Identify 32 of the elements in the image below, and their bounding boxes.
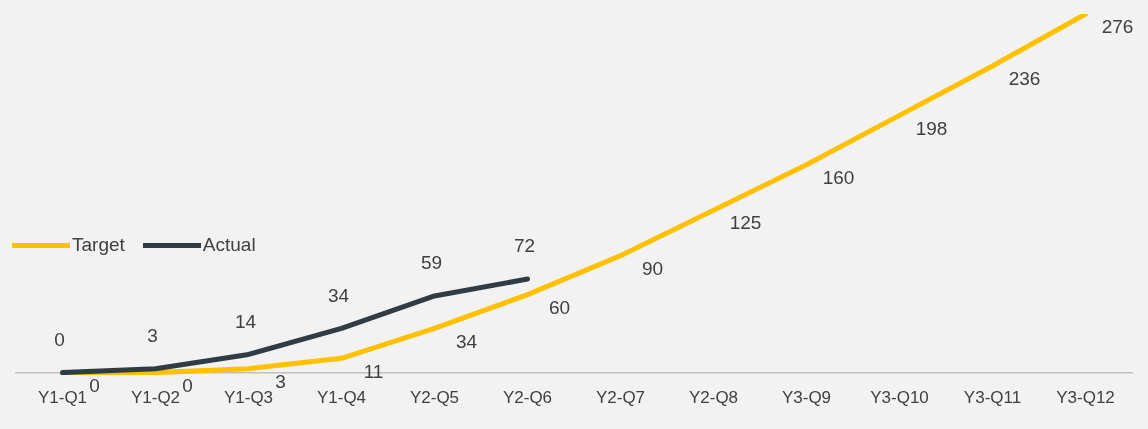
data-label: 14 bbox=[234, 310, 257, 332]
data-label: 34 bbox=[455, 330, 478, 352]
legend-label: Actual bbox=[202, 234, 256, 256]
x-tick-label: Y1-Q3 bbox=[223, 388, 274, 408]
x-tick-label: Y3-Q10 bbox=[870, 388, 929, 408]
x-tick-label: Y2-Q7 bbox=[595, 388, 646, 408]
x-tick-label: Y3-Q11 bbox=[963, 388, 1022, 408]
data-label: 3 bbox=[147, 324, 158, 346]
data-label: 160 bbox=[822, 166, 855, 188]
data-label: 0 bbox=[89, 374, 100, 396]
legend-label: Target bbox=[72, 234, 125, 256]
x-tick-label: Y2-Q8 bbox=[688, 388, 739, 408]
x-tick-label: Y1-Q2 bbox=[130, 388, 181, 408]
data-label: 236 bbox=[1008, 68, 1041, 90]
x-tick-label: Y2-Q6 bbox=[502, 388, 553, 408]
data-label: 125 bbox=[729, 212, 762, 234]
data-label: 34 bbox=[327, 284, 350, 306]
data-label: 72 bbox=[513, 235, 536, 257]
data-label: 60 bbox=[548, 296, 571, 318]
data-label: 0 bbox=[54, 328, 65, 350]
data-label: 0 bbox=[182, 374, 193, 396]
data-label: 59 bbox=[420, 252, 443, 274]
x-tick-label: Y3-Q12 bbox=[1056, 388, 1115, 408]
data-label: 276 bbox=[1101, 16, 1134, 38]
x-tick-label: Y1-Q4 bbox=[316, 388, 367, 408]
data-label: 90 bbox=[641, 257, 664, 279]
data-label: 3 bbox=[275, 370, 286, 392]
x-tick-label: Y3-Q9 bbox=[781, 388, 832, 408]
x-tick-label: Y1-Q1 bbox=[37, 388, 88, 408]
x-tick-label: Y2-Q5 bbox=[409, 388, 460, 408]
data-label: 198 bbox=[915, 117, 948, 139]
data-label: 11 bbox=[363, 360, 384, 382]
